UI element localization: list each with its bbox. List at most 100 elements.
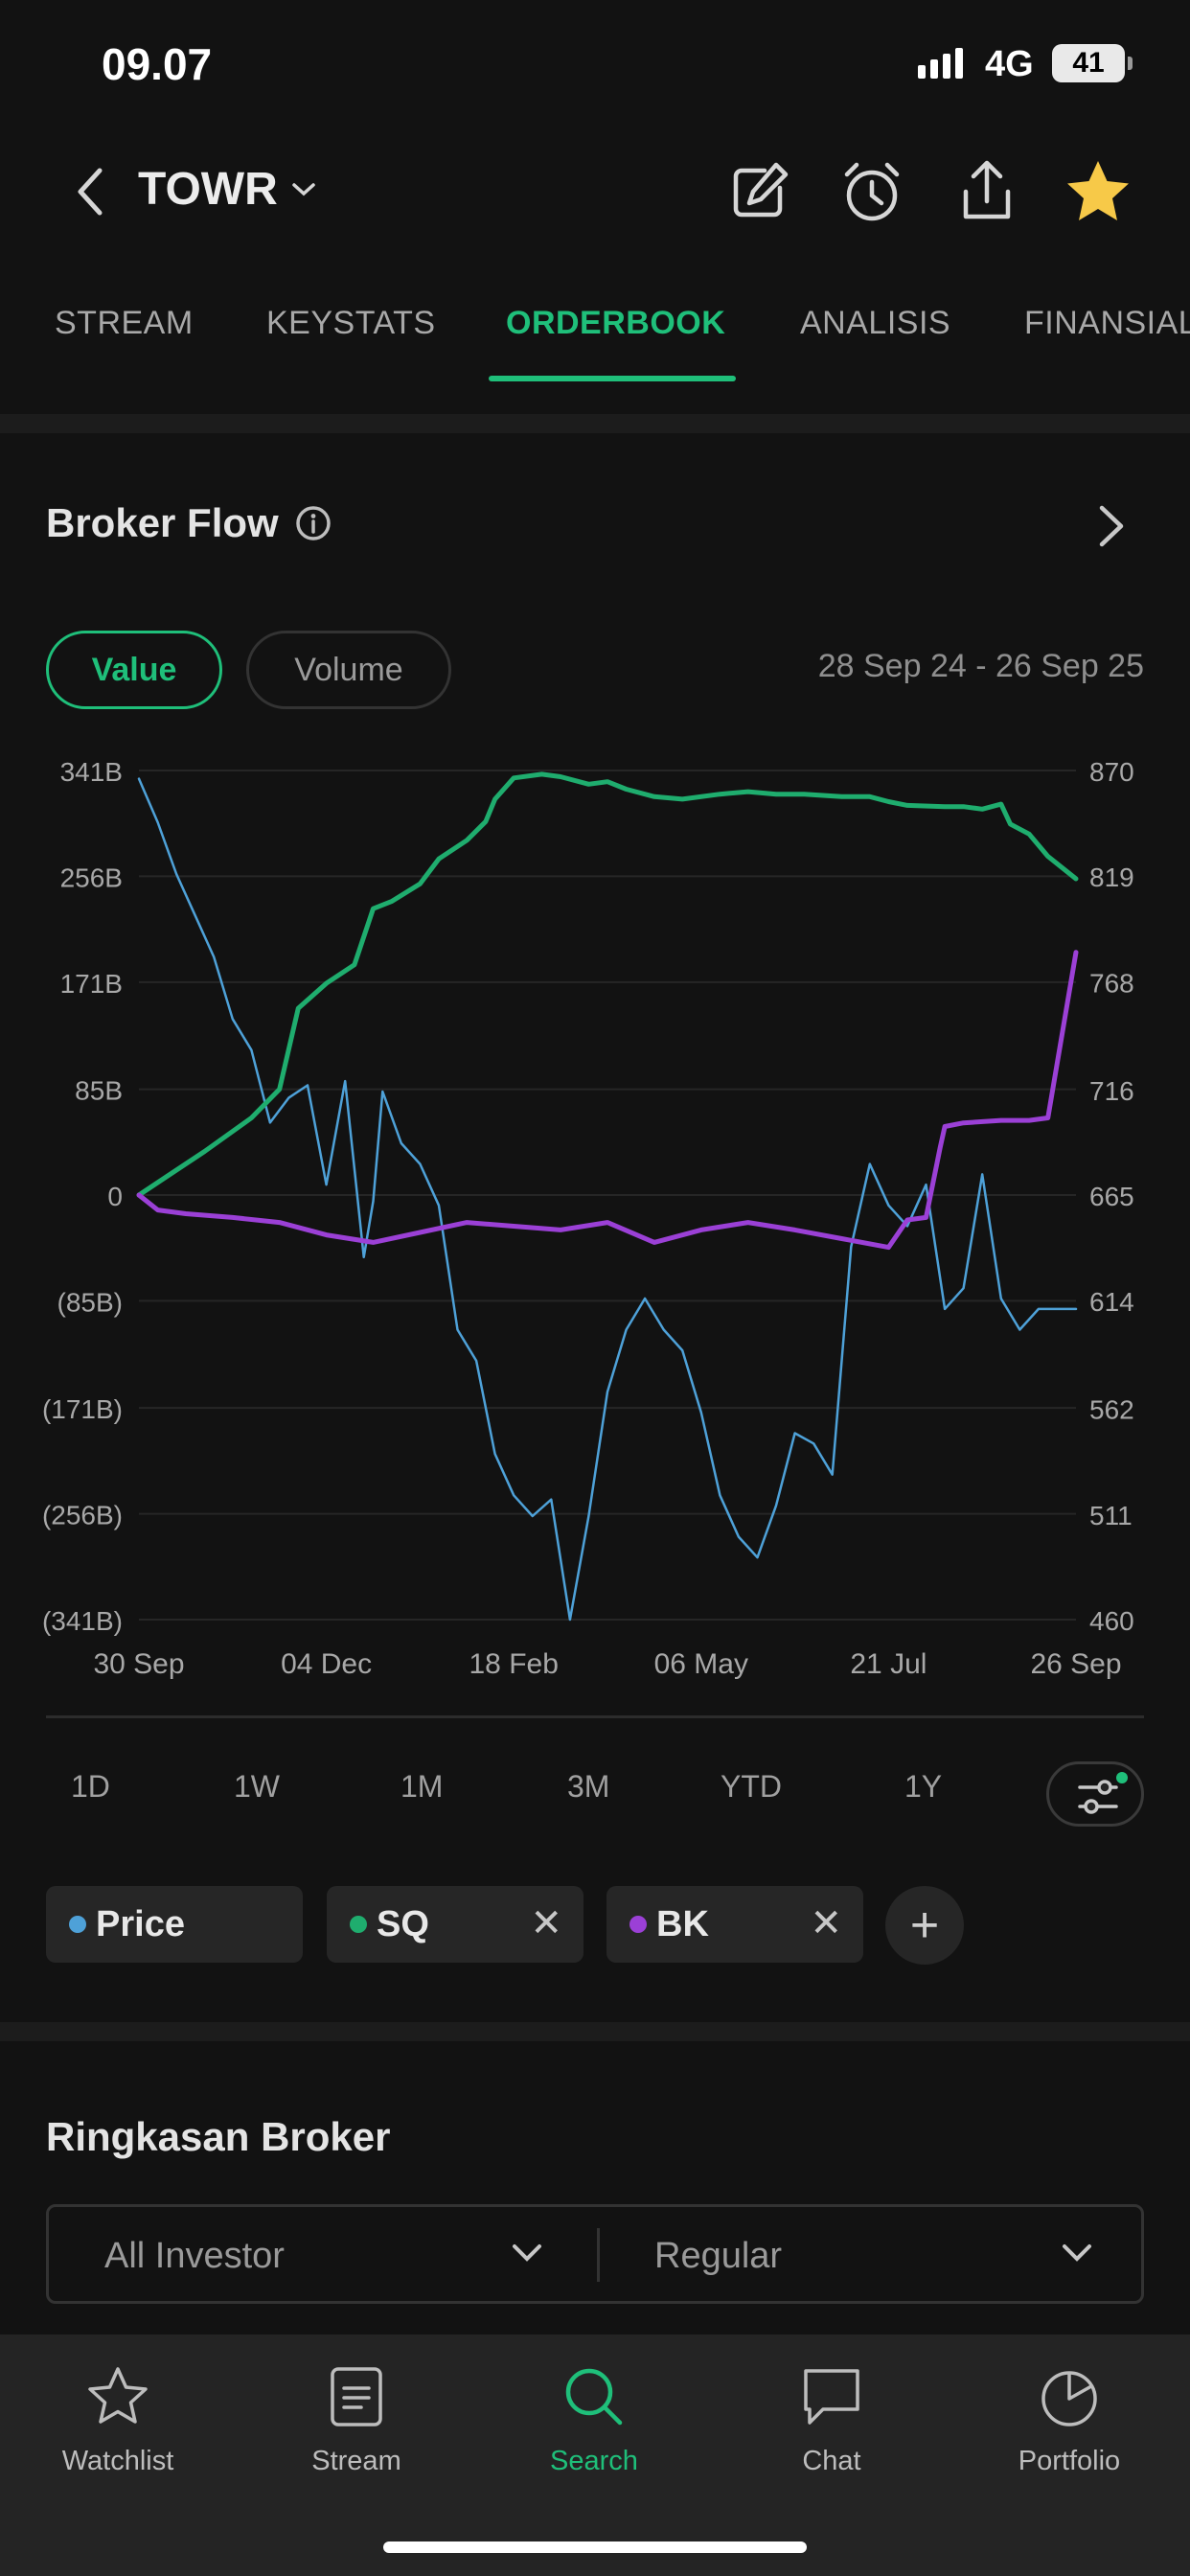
chevron-down-icon bbox=[292, 182, 315, 196]
nav-chat[interactable]: Chat bbox=[736, 2363, 927, 2477]
chip-label: SQ bbox=[377, 1903, 429, 1944]
tab-analisis[interactable]: ANALISIS bbox=[800, 305, 951, 341]
nav-search[interactable]: Search bbox=[498, 2363, 690, 2477]
status-bar: 09.07 4G 41 bbox=[0, 0, 1190, 125]
ringkasan-broker-title: Ringkasan Broker bbox=[46, 2114, 391, 2159]
chart-divider bbox=[46, 1715, 1144, 1718]
series-line-bk bbox=[136, 950, 1079, 1251]
x-axis-tick: 21 Jul bbox=[850, 1648, 927, 1680]
chevron-right-icon[interactable] bbox=[1092, 500, 1131, 552]
series-line-sq bbox=[136, 771, 1079, 1198]
settings-active-dot bbox=[1116, 1772, 1128, 1783]
broker-flow-title: Broker Flow bbox=[46, 500, 279, 545]
chart-settings-button[interactable] bbox=[1046, 1761, 1144, 1827]
bk-color-dot bbox=[629, 1916, 647, 1933]
star-favorite-icon[interactable] bbox=[1064, 157, 1133, 226]
value-toggle-button[interactable]: Value bbox=[46, 631, 222, 709]
right-axis-tick: 614 bbox=[1089, 1287, 1134, 1317]
broker-filter: All Investor Regular bbox=[46, 2204, 1144, 2304]
bottom-navigation: Watchlist Stream Search Chat Portfolio bbox=[0, 2334, 1190, 2576]
tab-stream[interactable]: STREAM bbox=[55, 305, 194, 341]
left-axis-tick: (256B) bbox=[42, 1501, 123, 1530]
ticker-selector[interactable]: TOWR bbox=[138, 163, 316, 216]
investor-select[interactable]: All Investor bbox=[104, 2236, 285, 2276]
volume-toggle-button[interactable]: Volume bbox=[246, 631, 451, 709]
nav-stream[interactable]: Stream bbox=[261, 2363, 452, 2477]
left-axis-tick: (85B) bbox=[57, 1287, 123, 1317]
nav-portfolio[interactable]: Portfolio bbox=[973, 2363, 1165, 2477]
app-header: TOWR bbox=[0, 144, 1190, 240]
ticker-label: TOWR bbox=[138, 164, 278, 215]
series-line-price bbox=[137, 777, 1078, 1622]
right-axis-tick: 819 bbox=[1089, 862, 1134, 892]
chip-label: BK bbox=[656, 1903, 709, 1944]
info-icon[interactable] bbox=[294, 504, 332, 542]
tab-bar: STREAM KEYSTATS ORDERBOOK ANALISIS FINAN… bbox=[0, 288, 1190, 383]
x-axis-tick: 04 Dec bbox=[281, 1648, 372, 1680]
add-series-button[interactable]: + bbox=[885, 1886, 964, 1965]
nav-label: Portfolio bbox=[1018, 2446, 1121, 2476]
nav-label: Watchlist bbox=[61, 2446, 174, 2476]
series-chip-bk[interactable]: BK ✕ bbox=[606, 1886, 863, 1963]
edit-icon[interactable] bbox=[724, 157, 793, 226]
tab-keystats[interactable]: KEYSTATS bbox=[266, 305, 436, 341]
sliders-icon bbox=[1078, 1780, 1118, 1814]
left-axis-tick: 85B bbox=[75, 1076, 123, 1106]
right-axis-tick: 460 bbox=[1089, 1606, 1134, 1636]
search-icon bbox=[565, 2368, 623, 2426]
left-axis-tick: 341B bbox=[60, 757, 123, 787]
sq-color-dot bbox=[350, 1916, 367, 1933]
nav-watchlist[interactable]: Watchlist bbox=[22, 2363, 214, 2477]
right-axis-tick: 870 bbox=[1089, 757, 1134, 787]
chip-label: Price bbox=[96, 1903, 185, 1944]
period-1m[interactable]: 1M bbox=[400, 1769, 444, 1804]
alarm-clock-icon[interactable] bbox=[837, 157, 906, 226]
tab-orderbook[interactable]: ORDERBOOK bbox=[506, 305, 726, 341]
period-1w[interactable]: 1W bbox=[234, 1769, 280, 1804]
chat-icon bbox=[804, 2369, 859, 2425]
star-outline-icon bbox=[88, 2367, 148, 2424]
portfolio-icon bbox=[1041, 2371, 1097, 2426]
left-axis-tick: (341B) bbox=[42, 1606, 123, 1636]
x-axis-tick: 30 Sep bbox=[93, 1648, 184, 1680]
share-icon[interactable] bbox=[952, 157, 1021, 226]
series-chip-sq[interactable]: SQ ✕ bbox=[327, 1886, 584, 1963]
right-axis-tick: 716 bbox=[1089, 1076, 1134, 1106]
x-axis-tick: 06 May bbox=[654, 1648, 748, 1680]
market-select[interactable]: Regular bbox=[654, 2236, 783, 2276]
battery-icon: 41 bbox=[1052, 44, 1133, 82]
section-separator bbox=[0, 2022, 1190, 2041]
chevron-down-icon[interactable] bbox=[511, 2242, 543, 2265]
period-ytd[interactable]: YTD bbox=[721, 1769, 782, 1804]
period-1d[interactable]: 1D bbox=[71, 1769, 110, 1804]
active-tab-indicator bbox=[489, 376, 736, 381]
left-axis-tick: 256B bbox=[60, 862, 123, 892]
left-axis-tick: 171B bbox=[60, 969, 123, 999]
nav-label: Chat bbox=[802, 2446, 861, 2476]
price-color-dot bbox=[69, 1916, 86, 1933]
x-axis-tick: 26 Sep bbox=[1030, 1648, 1121, 1680]
nav-label: Search bbox=[550, 2446, 638, 2476]
close-icon[interactable]: ✕ bbox=[810, 1902, 842, 1944]
period-selector: 1D 1W 1M 3M YTD 1Y bbox=[0, 1761, 1190, 1838]
date-range[interactable]: 28 Sep 24 - 26 Sep 25 bbox=[817, 648, 1144, 684]
chevron-down-icon[interactable] bbox=[1061, 2242, 1093, 2265]
right-axis-tick: 562 bbox=[1089, 1395, 1134, 1425]
series-chip-price[interactable]: Price bbox=[46, 1886, 303, 1963]
tab-finansial[interactable]: FINANSIAL bbox=[1024, 305, 1190, 341]
close-icon[interactable]: ✕ bbox=[530, 1902, 562, 1944]
broker-flow-header: Broker Flow bbox=[46, 500, 332, 546]
stream-icon bbox=[331, 2367, 382, 2426]
right-axis-tick: 768 bbox=[1089, 968, 1134, 998]
x-axis-tick: 18 Feb bbox=[469, 1648, 558, 1680]
signal-icon bbox=[918, 44, 963, 79]
home-indicator bbox=[383, 2542, 807, 2553]
section-separator bbox=[0, 414, 1190, 433]
nav-label: Stream bbox=[311, 2446, 401, 2476]
status-time: 09.07 bbox=[102, 39, 213, 89]
back-arrow-icon[interactable] bbox=[67, 163, 115, 220]
period-1y[interactable]: 1Y bbox=[904, 1769, 943, 1804]
period-3m[interactable]: 3M bbox=[567, 1769, 610, 1804]
broker-flow-chart[interactable]: 341B 256B 171B 85B 0 (85B) (171B) (256B) (341B) 8… bbox=[0, 748, 1190, 1687]
left-axis-tick: (171B) bbox=[42, 1394, 123, 1424]
